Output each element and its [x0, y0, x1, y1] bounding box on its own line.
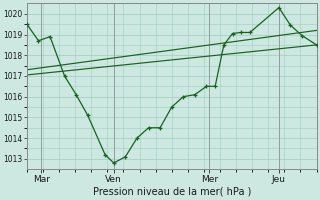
X-axis label: Pression niveau de la mer( hPa ): Pression niveau de la mer( hPa )	[92, 187, 251, 197]
